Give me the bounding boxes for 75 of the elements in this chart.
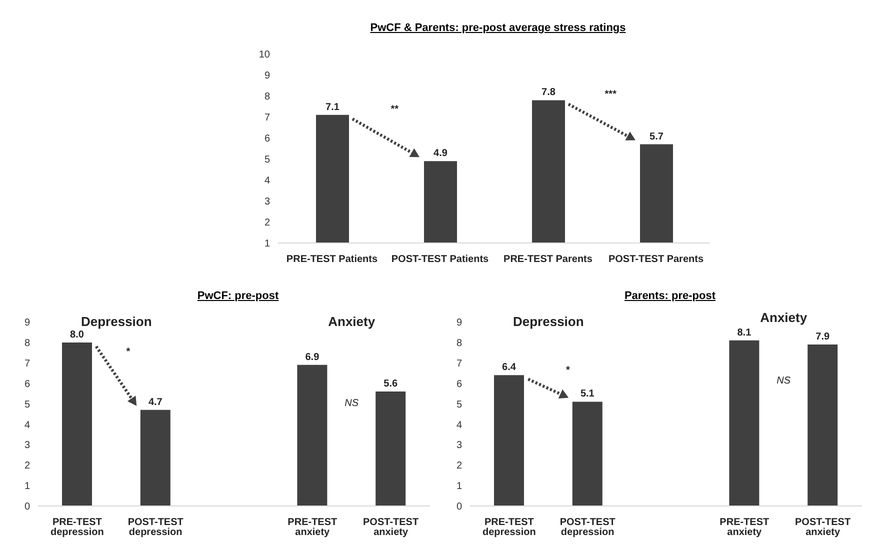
data-label: 6.4 bbox=[502, 362, 516, 374]
y-tick-label: 5 bbox=[264, 154, 270, 166]
y-tick-label: 0 bbox=[24, 502, 30, 513]
y-tick-label: 4 bbox=[456, 420, 462, 431]
data-label: 6.9 bbox=[305, 352, 320, 363]
y-tick-label: 3 bbox=[456, 440, 462, 452]
y-tick-label: 4 bbox=[264, 176, 270, 187]
annotation: * bbox=[566, 365, 570, 376]
x-tick-label: PRE-TEST anxiety bbox=[720, 517, 770, 538]
annotation: Depression bbox=[512, 314, 584, 330]
annotation: Anxiety bbox=[328, 314, 376, 330]
y-tick-label: 1 bbox=[456, 481, 462, 492]
data-label: 7.9 bbox=[816, 331, 830, 342]
x-tick-label: POST-TEST anxiety bbox=[363, 517, 419, 538]
x-tick-label: POST-TEST depression bbox=[128, 517, 184, 538]
y-tick-label: 1 bbox=[24, 481, 30, 492]
y-tick-label: 8 bbox=[456, 338, 462, 349]
y-tick-label: 1 bbox=[264, 238, 270, 250]
y-tick-label: 10 bbox=[258, 50, 270, 61]
chart-title: PwCF: pre-post bbox=[196, 290, 280, 304]
y-tick-label: 3 bbox=[264, 196, 270, 208]
y-tick-label: 3 bbox=[24, 440, 30, 452]
y-tick-label: 7 bbox=[24, 358, 30, 370]
y-tick-label: 9 bbox=[24, 318, 30, 329]
bar bbox=[729, 340, 760, 506]
data-label: 5.6 bbox=[384, 378, 398, 390]
y-tick-label: 5 bbox=[24, 399, 30, 410]
annotation: Anxiety bbox=[760, 310, 808, 325]
x-tick-label: PRE-TEST depression bbox=[50, 517, 104, 538]
annotation: *** bbox=[604, 89, 617, 100]
y-tick-label: 6 bbox=[264, 134, 270, 145]
y-tick-label: 0 bbox=[456, 502, 462, 513]
y-tick-label: 8 bbox=[264, 92, 270, 103]
y-tick-label: 6 bbox=[456, 378, 462, 390]
data-label: 4.7 bbox=[148, 396, 163, 408]
x-tick-label: POST-TEST depression bbox=[560, 517, 616, 538]
x-tick-label: PRE-TEST Parents bbox=[504, 254, 593, 266]
data-label: 4.9 bbox=[434, 148, 448, 160]
y-tick-label: 2 bbox=[456, 460, 462, 472]
y-tick-label: 4 bbox=[24, 420, 30, 431]
annotation: NS bbox=[344, 398, 359, 409]
bar bbox=[494, 375, 524, 506]
annotation: Depression bbox=[80, 314, 152, 330]
y-tick-label: 7 bbox=[456, 358, 462, 370]
bar bbox=[62, 342, 92, 506]
x-tick-label: POST-TEST Parents bbox=[608, 254, 704, 266]
y-tick-label: 2 bbox=[264, 218, 270, 229]
bar bbox=[808, 344, 838, 506]
bar bbox=[572, 402, 602, 506]
bar bbox=[376, 392, 406, 506]
chart-title: Parents: pre-post bbox=[623, 290, 717, 304]
bar bbox=[297, 364, 328, 506]
data-label: 8.0 bbox=[70, 329, 84, 340]
y-tick-label: 2 bbox=[24, 460, 30, 472]
data-label: 5.7 bbox=[650, 131, 664, 142]
x-tick-label: PRE-TEST depression bbox=[482, 517, 536, 538]
data-label: 7.8 bbox=[542, 87, 556, 98]
bar bbox=[140, 410, 170, 506]
y-tick-label: 7 bbox=[264, 112, 270, 124]
chart-title: PwCF & Parents: pre-post average stress ratings bbox=[369, 22, 627, 36]
y-tick-label: 9 bbox=[264, 70, 270, 82]
x-tick-label: PRE-TEST Patients bbox=[286, 254, 378, 266]
annotation: ** bbox=[390, 104, 399, 115]
y-tick-label: 8 bbox=[24, 338, 30, 349]
y-tick-label: 9 bbox=[456, 318, 462, 329]
y-tick-label: 6 bbox=[24, 378, 30, 390]
y-tick-label: 5 bbox=[456, 399, 462, 410]
annotation: * bbox=[126, 346, 130, 358]
x-tick-label: POST-TEST anxiety bbox=[795, 517, 851, 538]
data-label: 8.1 bbox=[737, 327, 752, 338]
annotation: NS bbox=[776, 375, 791, 386]
data-label: 5.1 bbox=[580, 388, 595, 400]
data-label: 7.1 bbox=[326, 102, 340, 113]
x-tick-label: POST-TEST Patients bbox=[391, 254, 490, 266]
x-tick-label: PRE-TEST anxiety bbox=[288, 517, 338, 538]
